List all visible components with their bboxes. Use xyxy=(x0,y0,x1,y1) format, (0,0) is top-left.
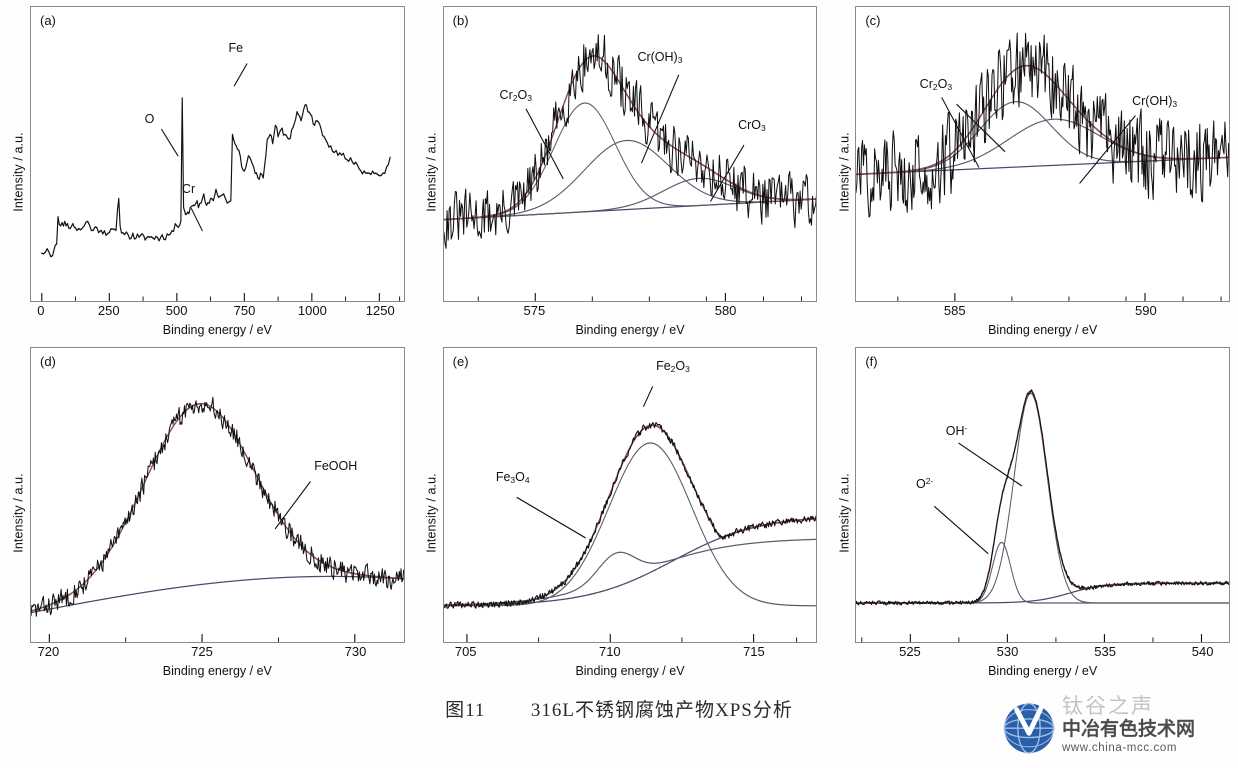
panel-f-xticks: 525 530 535 540 xyxy=(855,643,1230,663)
annotation-o-2-minus: O2- xyxy=(915,476,934,492)
watermark-cn-top: 钛谷之声 xyxy=(1062,694,1154,718)
panel-c-svg xyxy=(856,32,1229,301)
x-tick-label: 720 xyxy=(37,644,60,659)
panel-f-ylabel-text: Intensity / a.u. xyxy=(837,472,852,553)
panel-e-ylabel: Intensity / a.u. xyxy=(421,347,443,678)
panel-f: Intensity / a.u. (f) OH- O2- 525 530 535 540… xyxy=(825,341,1238,682)
panel-a-svg xyxy=(41,63,401,301)
panel-d-svg xyxy=(31,396,404,642)
x-tick-label: 750 xyxy=(233,303,256,318)
annotation-cr2o3: Cr2O3 xyxy=(499,88,532,104)
x-tick-label: 500 xyxy=(165,303,188,318)
x-tick-label: 590 xyxy=(1135,303,1157,318)
panel-d-tag: (d) xyxy=(40,354,56,369)
x-tick-label: 525 xyxy=(899,644,921,659)
panel-d-xticks: 720 725 730 xyxy=(30,643,405,663)
annotation-fe: Fe xyxy=(228,41,244,56)
annotation-o: O xyxy=(144,111,155,126)
caption-figure-number: 图11 xyxy=(445,699,486,721)
panel-b-ylabel-text: Intensity / a.u. xyxy=(424,131,439,212)
annotation-cro3: CrO3 xyxy=(738,117,766,133)
panel-d: Intensity / a.u. (d) FeOOH 720 725 730 Bin… xyxy=(0,341,413,682)
globe-logo-icon xyxy=(1003,702,1055,754)
x-tick-label: 540 xyxy=(1191,644,1214,659)
panel-grid: Intensity / a.u. (a) O Cr Fe 0 250 500 750 100… xyxy=(0,0,1238,682)
panel-d-xlabel: Binding energy / eV xyxy=(162,664,272,678)
x-tick-label: 250 xyxy=(97,303,120,318)
panel-e-plot: (e) Fe2O3 Fe3O4 xyxy=(442,347,818,643)
panel-d-ylabel-text: Intensity / a.u. xyxy=(12,472,27,553)
panel-f-svg xyxy=(856,389,1229,642)
annotation-oh-minus: OH- xyxy=(945,423,968,439)
watermark-cn-main: 中冶有色技术网 xyxy=(1062,719,1196,740)
panel-f-tag: (f) xyxy=(865,354,878,369)
panel-b-tag: (b) xyxy=(452,13,469,28)
x-tick-label: 705 xyxy=(454,644,477,659)
x-tick-label: 1250 xyxy=(365,303,395,318)
x-tick-label: 730 xyxy=(344,644,367,659)
x-tick-label: 535 xyxy=(1094,644,1116,659)
annotation-cr-oh-3: Cr(OH)3 xyxy=(637,50,683,66)
panel-c-xlabel: Binding energy / eV xyxy=(988,323,1098,337)
panel-c: Intensity / a.u. (c) Cr2O3 Cr(OH)3 585 590… xyxy=(825,0,1238,341)
panel-e-svg xyxy=(443,386,817,642)
panel-f-plot: (f) OH- O2- xyxy=(855,347,1230,643)
panel-a-ylabel: Intensity / a.u. xyxy=(8,6,30,337)
panel-e-xlabel: Binding energy / eV xyxy=(575,664,685,678)
panel-b-xticks: 575 580 xyxy=(443,302,818,322)
panel-c-ylabel-text: Intensity / a.u. xyxy=(837,131,852,212)
panel-e-tag: (e) xyxy=(452,354,469,369)
panel-e-xticks: 705 710 715 xyxy=(443,643,818,663)
x-tick-label: 575 xyxy=(523,303,546,318)
x-tick-label: 580 xyxy=(714,303,737,318)
panel-b-xlabel: Binding energy / eV xyxy=(575,323,685,337)
caption-text: 316L不锈钢腐蚀产物XPS分析 xyxy=(530,699,793,721)
panel-a-plot: (a) O Cr Fe xyxy=(30,6,405,302)
panel-b: Intensity / a.u. (b) Cr2O3 Cr(OH)3 CrO3 57… xyxy=(413,0,826,341)
watermark: 钛谷之声 中冶有色技术网 www.china-mcc.com xyxy=(988,682,1232,766)
panel-b-svg xyxy=(443,34,817,301)
panel-e-ylabel-text: Intensity / a.u. xyxy=(424,472,439,553)
panel-c-plot: (c) Cr2O3 Cr(OH)3 xyxy=(855,6,1230,302)
figure-caption: 图11 316L不锈钢腐蚀产物XPS分析 xyxy=(0,682,1238,734)
x-tick-label: 530 xyxy=(996,644,1019,659)
x-tick-label: 585 xyxy=(943,303,966,318)
panel-d-plot: (d) FeOOH xyxy=(30,347,405,643)
x-tick-label: 0 xyxy=(37,303,45,318)
panel-c-ylabel: Intensity / a.u. xyxy=(833,6,855,337)
panel-e: Intensity / a.u. (e) Fe2O3 Fe3O4 705 710 71… xyxy=(413,341,826,682)
panel-a-ylabel-text: Intensity / a.u. xyxy=(12,131,27,212)
panel-f-ylabel: Intensity / a.u. xyxy=(833,347,855,678)
panel-d-ylabel: Intensity / a.u. xyxy=(8,347,30,678)
watermark-url: www.china-mcc.com xyxy=(1062,742,1177,754)
panel-c-tag: (c) xyxy=(865,13,881,28)
panel-f-xlabel: Binding energy / eV xyxy=(988,664,1098,678)
panel-a-tag: (a) xyxy=(40,13,56,28)
annotation-fe2o3: Fe2O3 xyxy=(656,358,690,374)
annotation-cr: Cr xyxy=(181,182,196,197)
x-tick-label: 710 xyxy=(598,644,621,659)
annotation-fe3o4: Fe3O4 xyxy=(495,470,530,486)
x-tick-label: 725 xyxy=(191,644,213,659)
panel-c-xticks: 585 590 xyxy=(855,302,1230,322)
annotation-cr-oh-3: Cr(OH)3 xyxy=(1132,94,1178,110)
annotation-cr2o3: Cr2O3 xyxy=(919,76,953,92)
panel-a-xticks: 0 250 500 750 1000 1250 xyxy=(30,302,405,322)
panel-b-ylabel: Intensity / a.u. xyxy=(421,6,443,337)
annotation-feooh: FeOOH xyxy=(314,458,358,473)
panel-b-plot: (b) Cr2O3 Cr(OH)3 CrO3 xyxy=(442,6,818,302)
x-tick-label: 715 xyxy=(743,644,765,659)
panel-a: Intensity / a.u. (a) O Cr Fe 0 250 500 750 100… xyxy=(0,0,413,341)
panel-a-xlabel: Binding energy / eV xyxy=(162,323,272,337)
x-tick-label: 1000 xyxy=(297,303,327,318)
